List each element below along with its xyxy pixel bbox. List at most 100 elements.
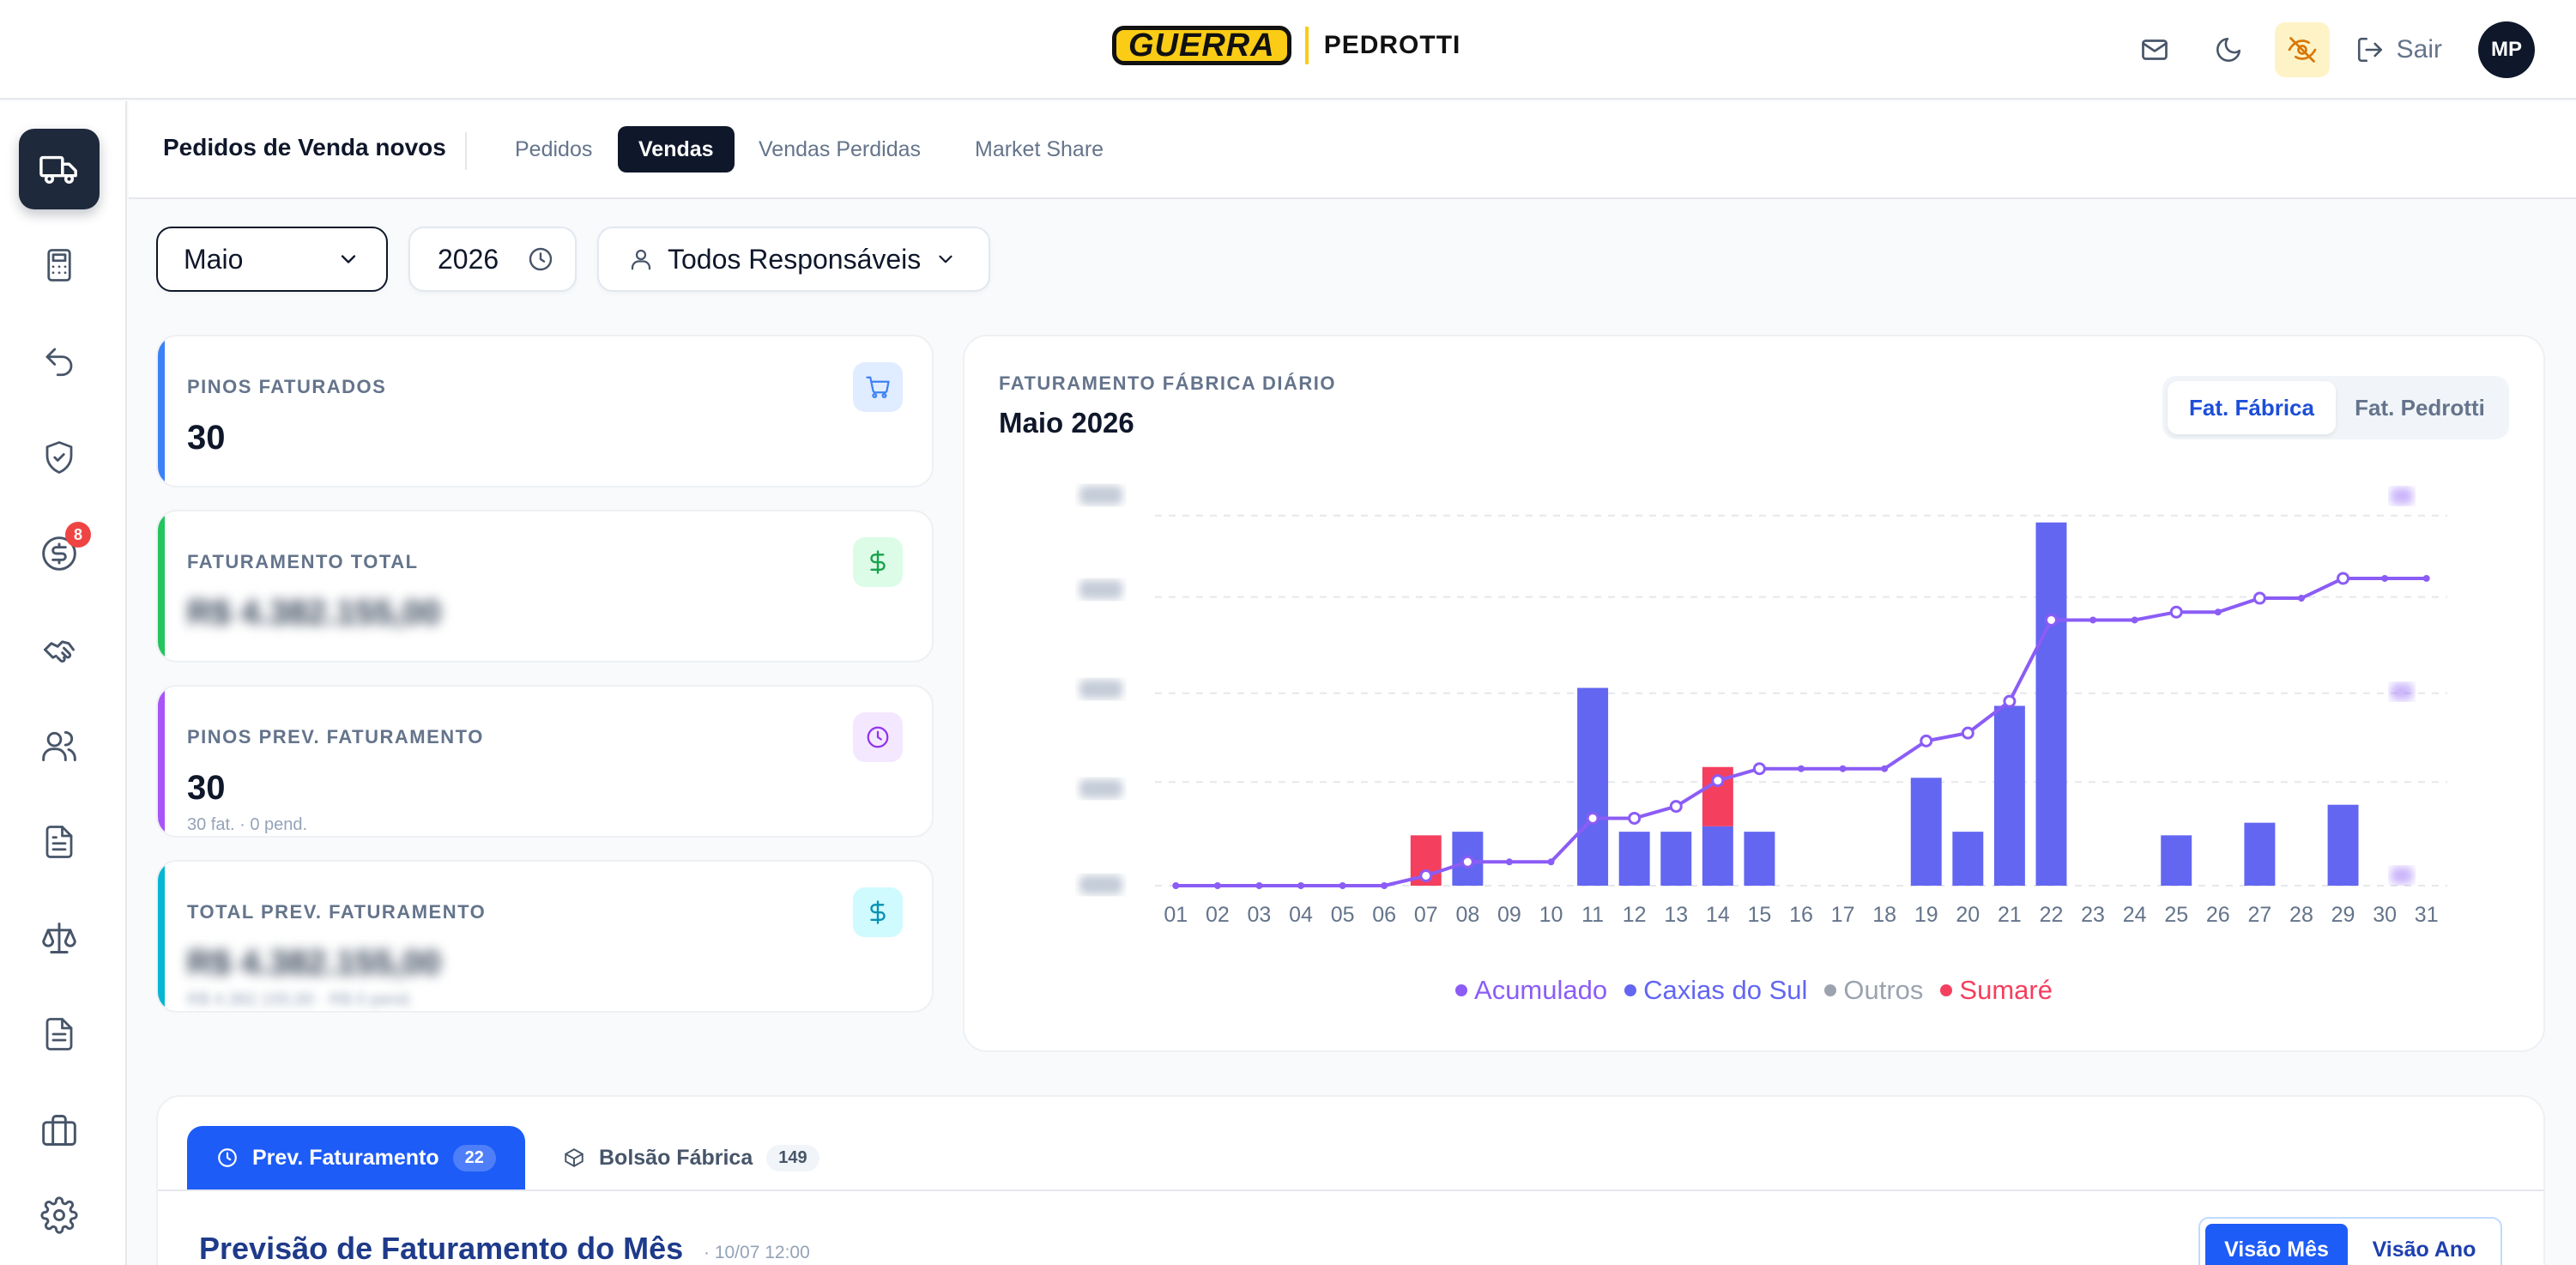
sidebar-item-orders[interactable]	[19, 129, 100, 209]
daily-billing-chart: 01 02 03 04 05 06 07 08 09 10 11 12 13 14 15 16 17 18 19 20…	[1079, 486, 2447, 927]
kpi-subtext: 30 fat. · 0 pend.	[187, 815, 308, 834]
tab-market-share[interactable]: Market Share	[975, 136, 1104, 161]
legend-item-sumar-[interactable]: Sumaré	[1940, 975, 2053, 1006]
x-tick-label-25: 25	[2164, 903, 2188, 927]
file-text-icon	[45, 826, 73, 858]
box-icon	[565, 1148, 584, 1167]
cumulative-point-06	[1381, 882, 1388, 889]
toggle-fat-fabrica[interactable]: Fat. Fábrica	[2168, 381, 2336, 434]
sidebar-item-calculator[interactable]	[19, 225, 100, 306]
x-tick-label-07: 07	[1414, 903, 1438, 927]
user-avatar[interactable]: MP	[2478, 21, 2535, 78]
bar-caxias-do-sul-14	[1702, 826, 1733, 886]
tab-vendas-perdidas[interactable]: Vendas Perdidas	[759, 136, 922, 161]
y2-axis-tick-blurred	[2391, 683, 2413, 700]
kpi-total-prev-faturamento: TOTAL PREV. FATURAMENTO R$ 4.382.155,00 …	[156, 860, 934, 1013]
cumulative-point-04	[1297, 882, 1305, 889]
x-tick-label-13: 13	[1664, 903, 1688, 927]
y-axis-tick-blurred	[1079, 486, 1122, 505]
sidebar-item-deals[interactable]	[19, 609, 100, 690]
x-tick-label-17: 17	[1831, 903, 1855, 927]
x-tick-label-27: 27	[2247, 903, 2271, 927]
kpi-label: PINOS PREV. FATURAMENTO	[187, 726, 484, 748]
cumulative-point-24	[2131, 616, 2138, 624]
legend-swatch	[1940, 984, 1953, 996]
cumulative-point-08	[1460, 855, 1474, 869]
handshake-icon	[44, 640, 75, 663]
sidebar-item-warranty[interactable]	[19, 417, 100, 498]
x-tick-label-30: 30	[2373, 903, 2397, 927]
tab-prev-faturamento[interactable]: Prev. Faturamento 22	[187, 1126, 525, 1189]
sidebar-item-documents[interactable]	[19, 802, 100, 882]
sidebar-item-settings[interactable]	[19, 1186, 100, 1255]
kpi-subtext: R$ 4.382.155,00 · R$ 0 pend.	[187, 990, 414, 1009]
kpi-icon-box	[853, 537, 903, 587]
briefcase-icon	[42, 1115, 76, 1146]
users-icon	[42, 730, 76, 761]
sidebar-item-users[interactable]	[19, 705, 100, 786]
x-tick-label-24: 24	[2123, 903, 2147, 927]
toggle-fat-pedrotti[interactable]: Fat. Pedrotti	[2355, 394, 2485, 421]
undo-icon	[45, 348, 73, 377]
truck-icon	[39, 155, 77, 185]
view-month-button[interactable]: Visão Mês	[2205, 1224, 2348, 1265]
sidebar-item-legal[interactable]	[19, 898, 100, 978]
cumulative-point-02	[1213, 882, 1221, 889]
sidebar-item-returns[interactable]	[19, 321, 100, 402]
bar-caxias-do-sul-19	[1910, 778, 1942, 886]
y2-axis-tick-blurred	[2391, 487, 2413, 505]
cumulative-point-01	[1172, 882, 1180, 889]
x-tick-label-06: 06	[1372, 903, 1396, 927]
legend-item-acumulado[interactable]: Acumulado	[1455, 975, 1607, 1006]
tab-pedidos[interactable]: Pedidos	[515, 136, 593, 161]
x-tick-label-18: 18	[1872, 903, 1896, 927]
logout-button[interactable]: Sair	[2349, 35, 2449, 64]
legend-item-outros[interactable]: Outros	[1824, 975, 1923, 1006]
bar-caxias-do-sul-15	[1744, 832, 1775, 886]
cumulative-point-14	[1711, 774, 1725, 788]
cart-icon	[866, 376, 890, 398]
month-select[interactable]: Maio	[156, 227, 388, 292]
header-actions: Sair MP	[2127, 19, 2535, 81]
calculator-icon	[47, 249, 71, 281]
year-select[interactable]: 2026	[408, 227, 577, 292]
y-axis-tick-blurred	[1079, 875, 1122, 894]
bar-caxias-do-sul-20	[1952, 832, 1984, 886]
hide-values-button[interactable]	[2274, 22, 2330, 77]
shield-check-icon	[45, 441, 73, 474]
view-year-button[interactable]: Visão Ano	[2372, 1237, 2476, 1262]
subnav-divider	[465, 132, 467, 170]
legend-label: Caxias do Sul	[1643, 975, 1808, 1005]
legend-item-caxias-do-sul[interactable]: Caxias do Sul	[1624, 975, 1807, 1006]
scale-icon	[42, 923, 76, 953]
cumulative-point-25	[2169, 605, 2183, 619]
page-title: Pedidos de Venda novos	[163, 134, 446, 160]
x-tick-label-28: 28	[2289, 903, 2313, 927]
logo-divider	[1304, 27, 1309, 64]
y-axis-tick-blurred	[1079, 680, 1122, 699]
sidebar-item-portfolio[interactable]	[19, 1090, 100, 1171]
sidebar-item-finance[interactable]: 8	[19, 513, 100, 594]
tabs-divider	[158, 1189, 2543, 1191]
theme-toggle-button[interactable]	[2201, 22, 2256, 77]
user-icon	[631, 249, 651, 270]
mail-button[interactable]	[2127, 22, 2182, 77]
chevron-down-icon	[939, 255, 952, 263]
month-select-value: Maio	[184, 243, 244, 275]
legend-label: Acumulado	[1474, 975, 1608, 1005]
x-tick-label-03: 03	[1248, 903, 1272, 927]
cumulative-point-28	[2297, 595, 2305, 602]
kpi-pinos-faturados: PINOS FATURADOS 30	[156, 335, 934, 487]
tab-vendas[interactable]: Vendas	[618, 126, 735, 172]
responsible-select[interactable]: Todos Responsáveis	[597, 227, 990, 292]
kpi-value: R$ 4.382.155,00	[187, 594, 441, 632]
cumulative-line	[1176, 576, 2427, 887]
legend-label: Outros	[1843, 975, 1924, 1005]
x-tick-label-26: 26	[2206, 903, 2230, 927]
clock-icon	[218, 1148, 237, 1167]
cumulative-point-16	[1798, 765, 1805, 772]
gear-icon	[40, 1196, 78, 1234]
kpi-pinos-prev-faturamento: PINOS PREV. FATURAMENTO 30 30 fat. · 0 p…	[156, 685, 934, 838]
sidebar-item-reports[interactable]	[19, 994, 100, 1074]
tab-bolsao-fabrica[interactable]: Bolsão Fábrica 149	[534, 1126, 849, 1189]
